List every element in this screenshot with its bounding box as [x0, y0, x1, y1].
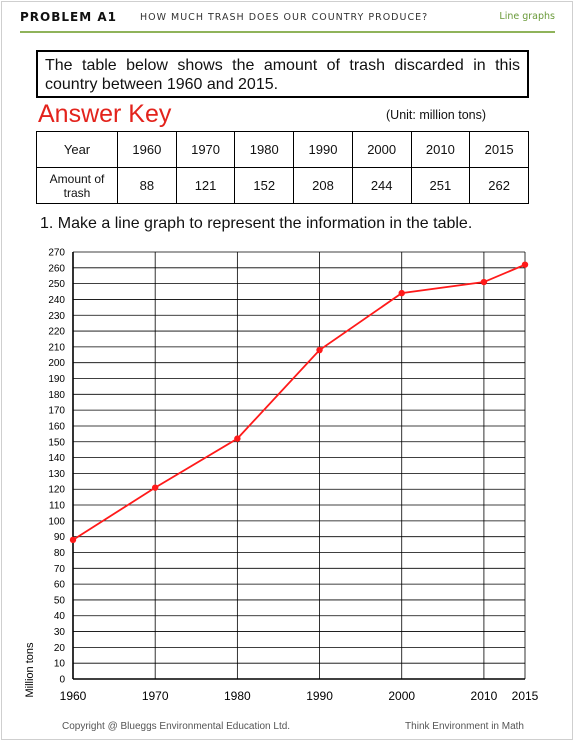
chart-grid — [72, 251, 526, 680]
y-tick-label: 10 — [54, 659, 66, 670]
y-tick-label: 210 — [48, 342, 65, 353]
y-tick-label: 40 — [54, 611, 66, 622]
intro-box: The table below shows the amount of tras… — [36, 50, 529, 98]
year-cell: 1990 — [293, 131, 353, 168]
y-tick-label: 200 — [48, 358, 65, 369]
year-cell: 1960 — [117, 131, 177, 168]
y-tick-label: 110 — [49, 501, 65, 512]
amount-cell: 262 — [469, 167, 529, 204]
question-text: 1. Make a line graph to represent the in… — [40, 215, 473, 232]
x-tick-label: 1980 — [224, 689, 251, 703]
y-tick-label: 150 — [48, 437, 65, 448]
year-row-header: Year — [36, 131, 118, 168]
y-tick-label: 120 — [48, 485, 65, 496]
x-tick-label: 1990 — [306, 689, 333, 703]
y-tick-label: 220 — [48, 327, 65, 338]
data-point — [398, 289, 405, 297]
problem-title: HOW MUCH TRASH DOES OUR COUNTRY PRODUCE? — [140, 12, 429, 23]
footer-copyright: Copyright @ Blueggs Environmental Educat… — [62, 721, 291, 732]
y-tick-label: 30 — [54, 627, 66, 638]
line-chart: 0 10 20 30 40 50 60 70 80 90 100 110 120 130 140 150 160… — [24, 248, 539, 704]
problem-number: PROBLEM A1 — [20, 10, 117, 24]
y-tick-label: 0 — [59, 675, 65, 686]
y-tick-label: 250 — [48, 279, 65, 290]
y-tick-label: 270 — [48, 248, 65, 259]
y-tick-label: 70 — [54, 564, 66, 575]
y-tick-label: 80 — [54, 548, 66, 559]
unit-label: (Unit: million tons) — [386, 108, 487, 122]
y-tick-label: 130 — [48, 469, 65, 480]
x-tick-label: 1970 — [142, 689, 169, 703]
series-line — [72, 263, 526, 541]
amount-cell: 251 — [410, 167, 471, 204]
x-tick-label: 2010 — [471, 689, 498, 703]
amount-row: Amount of trash 88 121 152 208 244 251 2… — [36, 167, 529, 204]
x-tick-label: 2015 — [512, 689, 539, 703]
year-cell: 2015 — [469, 131, 529, 168]
footer-tagline: Think Environment in Math — [405, 721, 524, 732]
y-tick-label: 190 — [48, 374, 65, 385]
x-axis-ticks: 1960 1970 1980 1990 2000 2010 2015 — [60, 689, 539, 703]
data-point — [521, 261, 529, 268]
data-point — [480, 278, 488, 286]
year-cell: 1980 — [234, 131, 295, 168]
y-tick-label: 230 — [48, 311, 65, 322]
data-point — [69, 536, 77, 544]
y-tick-label: 240 — [48, 295, 65, 306]
amount-row-header: Amount of trash — [36, 167, 118, 204]
y-axis-title: Million tons — [24, 642, 36, 698]
amount-cell: 88 — [117, 167, 177, 204]
y-tick-label: 140 — [48, 453, 65, 464]
x-tick-label: 1960 — [60, 689, 87, 703]
amount-cell: 208 — [293, 167, 353, 204]
data-point — [234, 435, 241, 442]
data-point — [316, 346, 323, 354]
data-point — [151, 484, 159, 491]
x-tick-label: 2000 — [388, 689, 415, 703]
page-header: PROBLEM A1 HOW MUCH TRASH DOES OUR COUNT… — [20, 10, 555, 30]
amount-cell: 121 — [175, 167, 236, 204]
year-row: Year 1960 1970 1980 1990 2000 2010 2015 — [36, 131, 529, 168]
amount-cell: 152 — [234, 167, 295, 204]
y-tick-label: 260 — [48, 263, 65, 274]
header-divider — [20, 31, 555, 33]
y-tick-label: 20 — [54, 643, 66, 654]
y-tick-label: 60 — [54, 580, 66, 591]
y-tick-label: 170 — [48, 406, 65, 417]
data-table: Year 1960 1970 1980 1990 2000 2010 2015 … — [36, 131, 529, 204]
y-tick-label: 90 — [54, 532, 66, 543]
chart-series — [69, 261, 529, 544]
year-cell: 2010 — [410, 131, 471, 168]
y-tick-label: 160 — [48, 421, 65, 432]
problem-category: Line graphs — [499, 11, 555, 22]
answer-key-label: Answer Key — [38, 100, 172, 128]
y-tick-label: 180 — [48, 390, 65, 401]
year-cell: 1970 — [175, 131, 236, 168]
y-axis-ticks: 0 10 20 30 40 50 60 70 80 90 100 110 120 130 140 150 160… — [48, 248, 65, 686]
amount-cell: 244 — [351, 167, 412, 204]
year-cell: 2000 — [351, 131, 412, 168]
y-tick-label: 50 — [54, 595, 66, 606]
y-tick-label: 100 — [48, 516, 65, 527]
